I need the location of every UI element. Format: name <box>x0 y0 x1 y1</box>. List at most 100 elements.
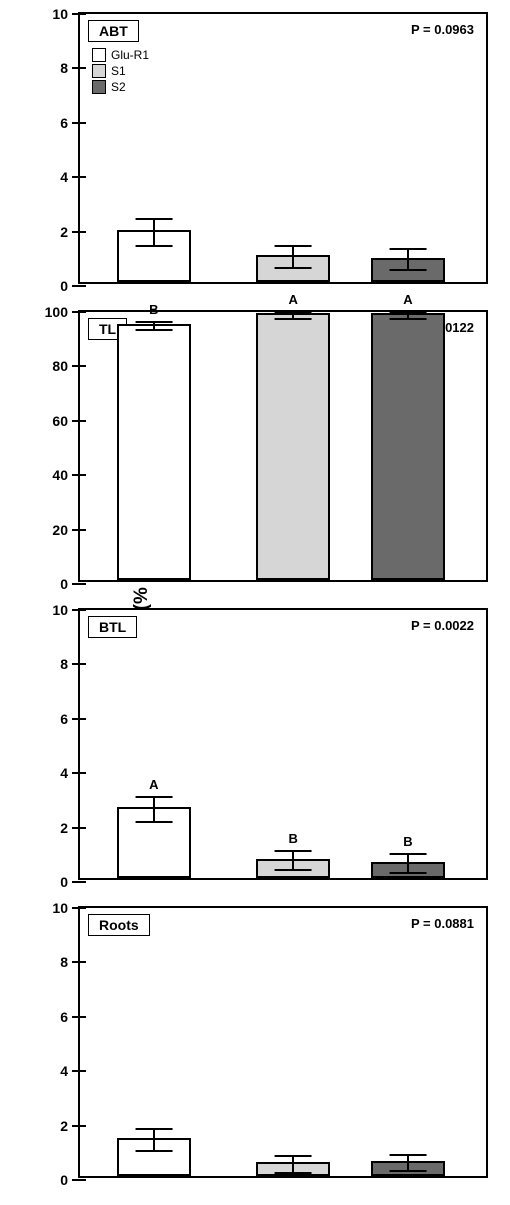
bar: A <box>256 313 330 580</box>
y-tick-inner <box>80 1070 86 1072</box>
y-tick-inner <box>80 1016 86 1018</box>
y-tick-inner <box>80 365 86 367</box>
y-tick-label: 8 <box>60 954 68 970</box>
y-tick-inner <box>80 311 86 313</box>
y-tick-inner <box>80 529 86 531</box>
y-tick-inner <box>80 827 86 829</box>
panel-title: Roots <box>88 914 150 936</box>
p-value: P = 0.0963 <box>411 22 474 37</box>
y-tick-label: 80 <box>52 358 68 374</box>
significance-letter: B <box>119 302 189 317</box>
y-tick-inner <box>80 1179 86 1181</box>
y-tick-inner <box>80 772 86 774</box>
y-tick-label: 10 <box>52 602 68 618</box>
legend-item: S1 <box>92 64 149 78</box>
y-tick-label: 10 <box>52 6 68 22</box>
y-tick-label: 2 <box>60 1118 68 1134</box>
error-cap-top <box>135 218 172 220</box>
bar: A <box>371 313 445 580</box>
error-cap-top <box>275 245 312 247</box>
y-tick-label: 40 <box>52 467 68 483</box>
error-bar <box>292 246 294 268</box>
legend-item: Glu-R1 <box>92 48 149 62</box>
error-cap-bottom <box>135 1150 172 1152</box>
legend-label: S1 <box>111 64 126 78</box>
y-tick-inner <box>80 583 86 585</box>
y-tick-label: 4 <box>60 169 68 185</box>
y-tick-label: 6 <box>60 1009 68 1025</box>
bar <box>117 1138 191 1176</box>
bar <box>117 230 191 282</box>
y-tick-label: 6 <box>60 115 68 131</box>
y-tick <box>72 1070 80 1072</box>
panel-roots: RootsP = 0.08810246810 <box>78 906 488 1178</box>
error-cap-top <box>390 311 427 313</box>
error-bar <box>292 851 294 870</box>
error-cap-top <box>390 1154 427 1156</box>
y-tick <box>72 365 80 367</box>
panel-btl: BTLP = 0.00220246810ABB <box>78 608 488 880</box>
y-tick <box>72 67 80 69</box>
error-cap-bottom <box>390 872 427 874</box>
legend-swatch <box>92 48 106 62</box>
bar <box>256 255 330 282</box>
y-tick-label: 20 <box>52 522 68 538</box>
error-cap-bottom <box>275 1172 312 1174</box>
y-tick <box>72 961 80 963</box>
legend-swatch <box>92 64 106 78</box>
legend: Glu-R1 S1 S2 <box>92 48 149 96</box>
y-tick <box>72 907 80 909</box>
significance-letter: B <box>373 834 443 849</box>
y-tick-inner <box>80 718 86 720</box>
bar <box>371 1161 445 1176</box>
error-bar <box>153 797 155 821</box>
y-tick <box>72 529 80 531</box>
legend-label: S2 <box>111 80 126 94</box>
y-tick-inner <box>80 176 86 178</box>
error-bar <box>407 854 409 873</box>
error-bar <box>292 1156 294 1172</box>
y-tick-label: 0 <box>60 1172 68 1188</box>
error-bar <box>153 219 155 246</box>
error-bar <box>153 1129 155 1151</box>
y-tick <box>72 827 80 829</box>
y-tick-inner <box>80 67 86 69</box>
error-cap-top <box>275 1155 312 1157</box>
y-tick-inner <box>80 474 86 476</box>
y-tick-inner <box>80 961 86 963</box>
significance-letter: B <box>258 831 328 846</box>
error-bar <box>407 249 409 271</box>
panel-title: BTL <box>88 616 137 638</box>
y-tick-inner <box>80 420 86 422</box>
error-cap-top <box>390 248 427 250</box>
y-tick-label: 100 <box>45 304 68 320</box>
y-tick-label: 10 <box>52 900 68 916</box>
y-tick-label: 0 <box>60 576 68 592</box>
y-tick <box>72 474 80 476</box>
significance-letter: A <box>258 292 328 307</box>
error-cap-top <box>275 311 312 313</box>
error-cap-bottom <box>275 869 312 871</box>
y-tick-inner <box>80 881 86 883</box>
panel-abt: ABTP = 0.0963Glu-R1S1S20246810 <box>78 12 488 284</box>
y-tick <box>72 881 80 883</box>
error-cap-top <box>275 850 312 852</box>
y-tick-inner <box>80 907 86 909</box>
error-cap-bottom <box>135 245 172 247</box>
error-cap-bottom <box>135 821 172 823</box>
y-tick-label: 0 <box>60 278 68 294</box>
y-tick <box>72 231 80 233</box>
y-tick <box>72 420 80 422</box>
error-cap-bottom <box>275 267 312 269</box>
y-tick-label: 2 <box>60 224 68 240</box>
legend-item: S2 <box>92 80 149 94</box>
y-tick-inner <box>80 663 86 665</box>
y-tick-label: 0 <box>60 874 68 890</box>
bar: B <box>371 862 445 878</box>
legend-swatch <box>92 80 106 94</box>
y-tick <box>72 609 80 611</box>
error-cap-bottom <box>390 269 427 271</box>
bar: A <box>117 807 191 878</box>
y-tick-inner <box>80 609 86 611</box>
y-tick-inner <box>80 285 86 287</box>
